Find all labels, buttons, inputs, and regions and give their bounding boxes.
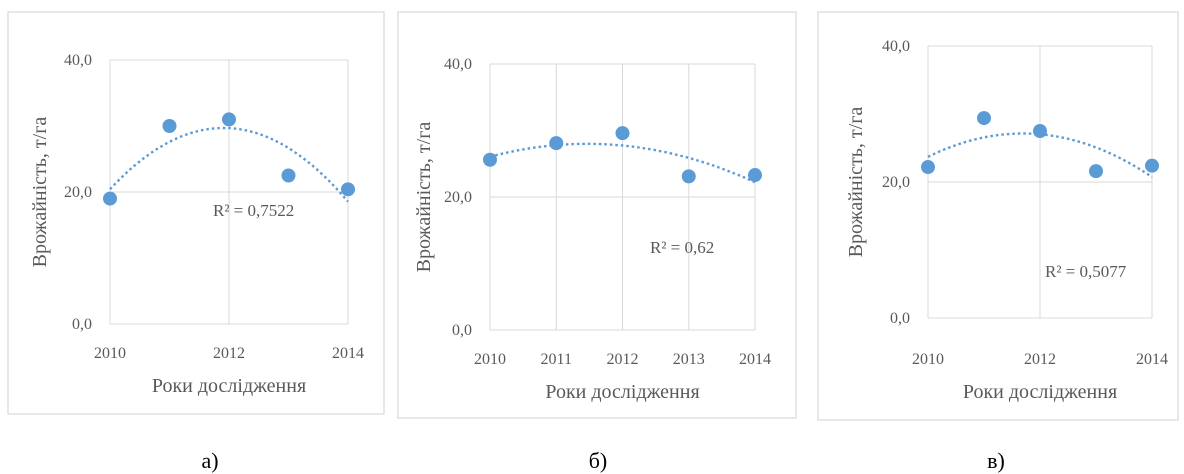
y-tick-label: 20,0 [882,174,910,191]
panel-caption: а) [201,448,218,473]
data-point [341,182,355,197]
data-point [748,168,762,183]
data-point [1033,124,1047,138]
x-tick-label: 2012 [1024,351,1056,368]
x-tick-label: 2014 [332,345,364,362]
trendline [489,142,756,184]
panel-caption: в) [987,448,1005,473]
x-axis-title: Роки дослідження [963,381,1117,403]
data-point [222,112,236,127]
y-tick-label: 0,0 [452,322,472,339]
y-tick-label: 20,0 [64,184,92,201]
data-point [1089,164,1103,179]
y-axis-title: Врожайність, т/га [845,107,867,258]
x-tick-label: 2012 [607,351,639,368]
data-point [921,160,935,175]
r-squared-label: R² = 0,7522 [213,201,294,220]
x-tick-label: 2011 [541,351,572,368]
data-point [1145,158,1159,173]
data-point [549,136,564,151]
y-tick-label: 20,0 [444,189,472,206]
data-point [615,126,630,141]
y-tick-label: 40,0 [444,56,472,73]
chart-frame [817,11,1179,421]
data-point [103,191,117,206]
x-tick-label: 2013 [673,351,705,368]
y-tick-label: 0,0 [72,316,92,333]
y-axis-title: Врожайність, т/га [29,117,51,268]
x-tick-label: 2010 [474,351,506,368]
x-axis-title: Роки дослідження [152,375,306,397]
chart-frame [397,11,797,419]
data-point [681,169,696,184]
x-tick-label: 2014 [1136,351,1168,368]
data-point [977,111,991,126]
y-tick-label: 40,0 [64,52,92,69]
x-tick-label: 2014 [739,351,771,368]
data-point [162,119,177,133]
chart-panel-2: 0,0 20,0 40,0 2010 2011 2012 2013 2014 R² = 0,62… [397,11,797,473]
r-squared-label: R² = 0,62 [650,238,714,257]
chart-panel-1: 0,0 20,0 40,0 2010 2012 2014 R² = 0,7522 Врожай… [7,11,385,473]
x-axis-title: Роки дослідження [545,381,699,403]
data-point [281,168,296,183]
y-tick-label: 40,0 [882,38,910,55]
chart-frame [7,11,385,415]
x-tick-label: 2010 [912,351,944,368]
chart-panel-3: 0,0 20,0 40,0 2010 2012 2014 R² = 0,5077 Врожай… [817,11,1179,473]
panel-caption: б) [589,448,608,473]
y-axis-title: Врожайність, т/га [413,122,435,273]
trendline [109,126,349,203]
x-tick-label: 2010 [94,345,126,362]
data-point [483,152,497,167]
r-squared-label: R² = 0,5077 [1045,262,1127,281]
x-tick-label: 2012 [213,345,245,362]
y-tick-label: 0,0 [890,310,910,327]
